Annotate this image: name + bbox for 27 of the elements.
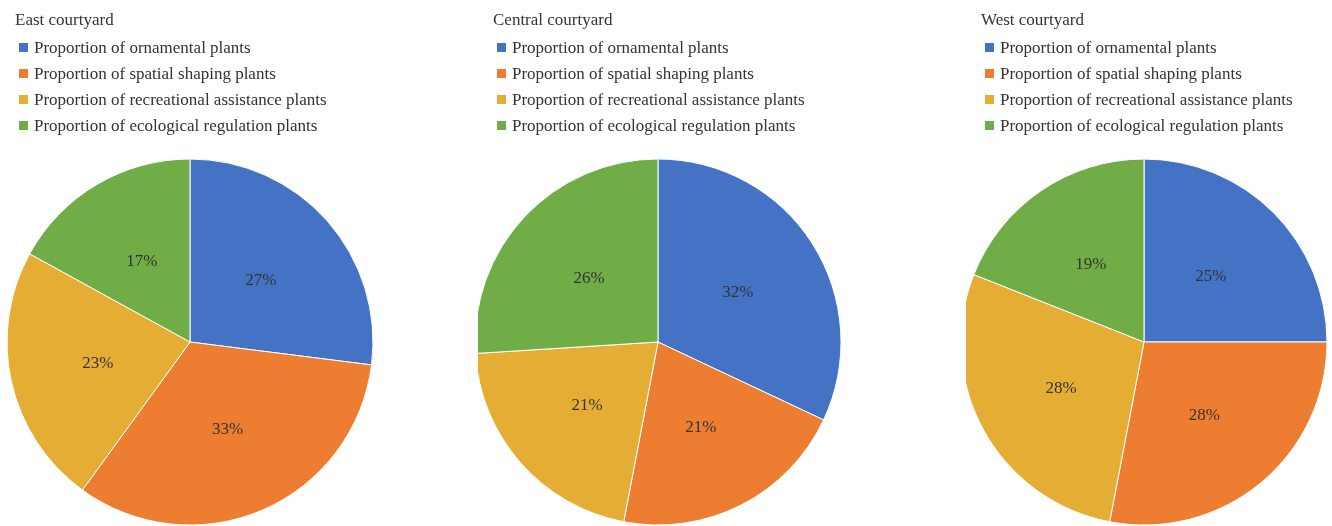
legend-label: Proportion of ornamental plants: [34, 38, 251, 57]
legend-label: Proportion of ornamental plants: [512, 38, 729, 57]
legend-label: Proportion of recreational assistance plants: [1000, 90, 1293, 109]
legend-label: Proportion of spatial shaping plants: [1000, 64, 1242, 83]
data-label: 17%: [126, 251, 158, 271]
data-label: 28%: [1045, 378, 1077, 398]
legend-label: Proportion of recreational assistance plants: [34, 90, 327, 109]
legend-label: Proportion of recreational assistance plants: [512, 90, 805, 109]
data-label: 21%: [571, 394, 603, 414]
chart-title: Central courtyard: [493, 10, 613, 29]
data-label: 26%: [573, 267, 605, 287]
data-label: 21%: [685, 416, 717, 436]
legend-label: Proportion of ecological regulation plants: [512, 116, 796, 135]
legend-label: Proportion of spatial shaping plants: [34, 64, 276, 83]
legend-label: Proportion of ornamental plants: [1000, 38, 1217, 57]
data-label: 28%: [1188, 405, 1220, 425]
data-label: 27%: [245, 270, 277, 290]
chart-title: East courtyard: [15, 10, 115, 29]
legend-label: Proportion of spatial shaping plants: [512, 64, 754, 83]
data-label: 23%: [82, 353, 114, 373]
chart-title: West courtyard: [981, 10, 1085, 29]
data-label: 32%: [722, 281, 754, 301]
data-label: 19%: [1075, 254, 1107, 274]
data-label: 33%: [211, 419, 244, 439]
legend-label: Proportion of ecological regulation plants: [1000, 116, 1284, 135]
legend-label: Proportion of ecological regulation plants: [34, 116, 318, 135]
data-label: 25%: [1195, 265, 1227, 285]
